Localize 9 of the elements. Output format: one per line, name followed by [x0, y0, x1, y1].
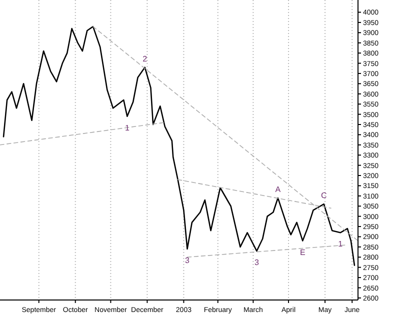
annotation: 1 — [338, 240, 344, 249]
annotation: 1 — [124, 123, 130, 132]
annotation: A — [275, 184, 282, 194]
line-series — [2, 26, 356, 266]
annotation: 3 — [254, 258, 260, 268]
annotation: E — [300, 248, 306, 257]
annotation: 3 — [185, 256, 190, 265]
annotation: 2 — [142, 54, 148, 64]
annotation: C — [320, 191, 327, 200]
